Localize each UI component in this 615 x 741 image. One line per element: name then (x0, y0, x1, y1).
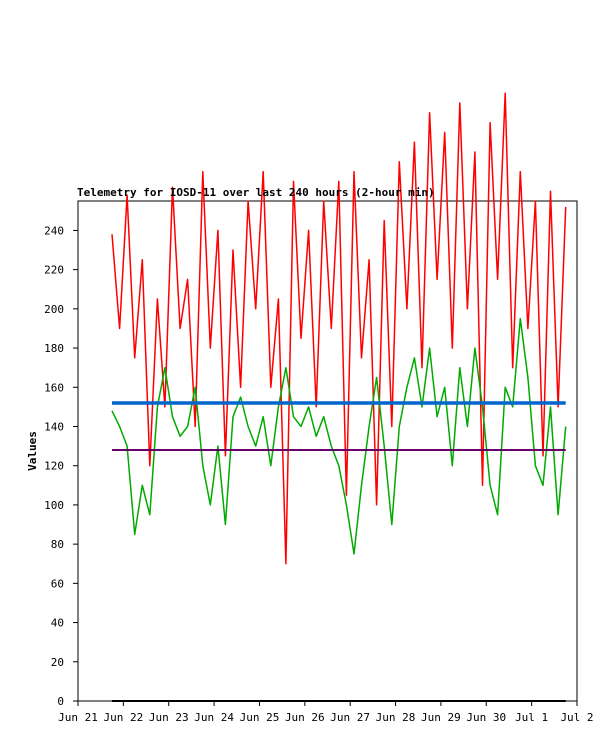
x-tick-label: Jun 30 (466, 711, 506, 724)
x-tick-label: Jun 25 (240, 711, 280, 724)
y-tick-label: 20 (51, 656, 64, 669)
x-tick-label: Jun 28 (376, 711, 416, 724)
y-tick-label: 40 (51, 617, 64, 630)
y-tick-label: 200 (44, 303, 64, 316)
x-tick-label: Jun 27 (330, 711, 370, 724)
x-tick-label: Jun 21 (58, 711, 98, 724)
y-tick-label: 160 (44, 381, 64, 394)
y-tick-label: 240 (44, 224, 64, 237)
y-tick-label: 120 (44, 460, 64, 473)
y-tick-label: 100 (44, 499, 64, 512)
x-tick-label: Jun 22 (103, 711, 143, 724)
y-axis-label: Values (26, 431, 39, 471)
y-tick-label: 80 (51, 538, 64, 551)
series-layer (111, 92, 567, 702)
series-line-2 (111, 317, 567, 555)
y-tick-label: 180 (44, 342, 64, 355)
y-tick-label: 60 (51, 577, 64, 590)
y-tick-label: 140 (44, 420, 64, 433)
x-tick-label: Jun 26 (285, 711, 325, 724)
x-tick-label: Jul 1 (515, 711, 548, 724)
x-tick-label: Jun 23 (149, 711, 189, 724)
x-tick-label: Jun 29 (421, 711, 461, 724)
axes-layer: 0 20 40 60 80 100 120 140 160 180 200 220 240 Jun 21 J… (44, 224, 593, 724)
x-tick-label: Jun 24 (194, 711, 234, 724)
x-tick-label: Jul 2 (560, 711, 593, 724)
series-line-1 (111, 92, 567, 565)
chart-title: Telemetry for IOSD-11 over last 240 hour… (77, 186, 435, 199)
y-tick-label: 220 (44, 264, 64, 277)
y-tick-label: 0 (57, 695, 64, 708)
